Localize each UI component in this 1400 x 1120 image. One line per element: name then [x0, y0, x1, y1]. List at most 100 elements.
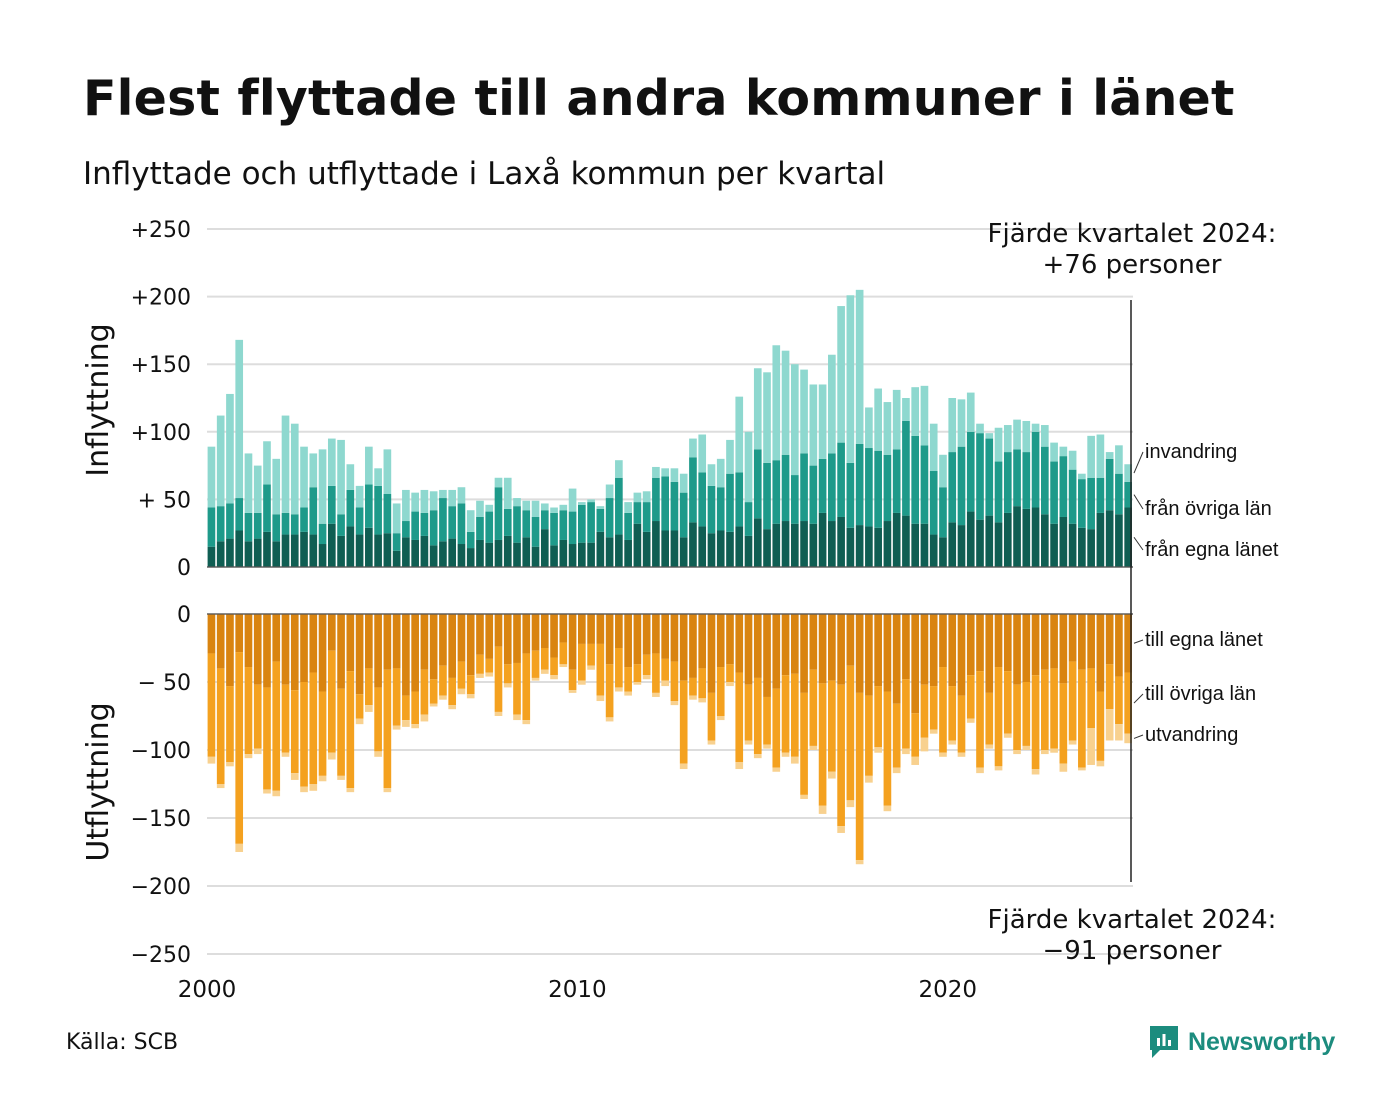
bar-utflyttning-2-63: [790, 756, 799, 764]
bar-utflyttning-0-65: [809, 614, 818, 670]
bar-utflyttning-0-26: [448, 614, 457, 678]
bar-inflyttning-2-91: [1050, 442, 1058, 462]
bar-utflyttning-0-24: [429, 614, 438, 680]
y-tick-label-utflyttning-5: −250: [131, 943, 191, 968]
bar-inflyttning-0-79: [939, 537, 947, 567]
bar-utflyttning-0-48: [652, 614, 660, 654]
x-tick-label-0: 2000: [178, 977, 237, 1003]
bar-inflyttning-1-78: [929, 471, 938, 535]
bar-utflyttning-1-69: [846, 665, 855, 801]
bar-utflyttning-0-71: [865, 614, 873, 696]
bar-utflyttning-1-39: [568, 669, 577, 691]
bar-utflyttning-2-97: [1105, 709, 1114, 741]
bar-utflyttning-1-55: [716, 667, 725, 716]
bar-utflyttning-0-72: [874, 614, 882, 687]
bar-utflyttning-2-85: [994, 766, 1003, 771]
bar-utflyttning-2-89: [1031, 769, 1040, 775]
y-tick-label-inflyttning-0: 0: [177, 556, 191, 581]
bar-utflyttning-1-37: [550, 657, 558, 676]
bar-inflyttning-2-55: [716, 458, 725, 488]
bar-utflyttning-0-38: [559, 614, 568, 643]
bar-inflyttning-2-79: [939, 454, 947, 488]
bar-utflyttning-2-1: [216, 784, 225, 789]
bar-inflyttning-2-9: [290, 423, 299, 515]
bar-inflyttning-1-9: [290, 514, 299, 535]
bar-utflyttning-1-1: [216, 668, 225, 784]
bar-inflyttning-1-37: [550, 512, 558, 546]
bar-utflyttning-1-35: [531, 650, 540, 678]
bar-inflyttning-1-15: [346, 489, 355, 527]
bar-utflyttning-2-49: [661, 680, 669, 687]
bar-inflyttning-1-34: [522, 510, 531, 538]
chart-subtitle: Inflyttade och utflyttade i Laxå kommun …: [83, 156, 886, 192]
bar-inflyttning-0-91: [1050, 523, 1058, 567]
bar-inflyttning-0-12: [318, 544, 327, 567]
bar-inflyttning-2-11: [309, 453, 318, 488]
bar-inflyttning-0-64: [800, 521, 808, 567]
series-label-inflyttning-1: från övriga län: [1145, 498, 1272, 520]
bar-utflyttning-1-77: [920, 684, 929, 738]
bar-utflyttning-0-18: [374, 614, 382, 688]
bar-utflyttning-2-71: [865, 775, 873, 783]
bar-utflyttning-0-82: [966, 614, 975, 676]
bar-utflyttning-1-8: [281, 684, 290, 753]
bar-inflyttning-0-34: [522, 537, 531, 567]
bar-inflyttning-1-46: [633, 502, 642, 524]
bar-inflyttning-0-10: [300, 531, 308, 567]
bar-inflyttning-2-36: [540, 503, 549, 511]
bar-inflyttning-2-7: [272, 458, 281, 515]
bar-utflyttning-1-23: [420, 669, 429, 715]
logo-icon: [1150, 1026, 1178, 1058]
bar-inflyttning-2-3: [235, 339, 244, 499]
bar-utflyttning-0-29: [476, 614, 484, 655]
bar-utflyttning-2-99: [1124, 733, 1132, 744]
bar-utflyttning-2-93: [1068, 740, 1077, 745]
bar-inflyttning-2-15: [346, 464, 355, 490]
bar-utflyttning-0-88: [1022, 614, 1031, 682]
bar-inflyttning-2-67: [828, 354, 836, 454]
bar-utflyttning-1-90: [1041, 669, 1049, 750]
bar-inflyttning-2-20: [392, 503, 401, 534]
bar-inflyttning-0-28: [466, 548, 475, 567]
y-tick-label-utflyttning-4: −200: [131, 875, 191, 900]
bar-utflyttning-0-92: [1059, 614, 1068, 684]
bar-utflyttning-2-6: [263, 789, 271, 794]
bar-utflyttning-0-91: [1050, 614, 1058, 669]
bar-inflyttning-1-70: [855, 443, 864, 526]
bar-utflyttning-2-41: [587, 665, 595, 670]
bar-inflyttning-1-26: [448, 506, 457, 539]
bar-utflyttning-0-10: [300, 614, 308, 682]
bar-inflyttning-0-2: [226, 538, 234, 567]
bar-inflyttning-0-98: [1115, 514, 1123, 567]
bar-utflyttning-1-47: [642, 654, 651, 676]
bar-utflyttning-1-3: [235, 652, 244, 844]
bar-inflyttning-1-18: [374, 485, 382, 535]
bar-utflyttning-2-46: [633, 682, 642, 685]
bar-utflyttning-0-77: [920, 614, 929, 685]
bar-inflyttning-1-10: [300, 507, 308, 532]
bar-inflyttning-0-66: [818, 512, 827, 567]
bar-inflyttning-1-5: [253, 512, 262, 539]
bar-inflyttning-1-30: [485, 511, 494, 543]
bar-utflyttning-1-32: [503, 664, 512, 684]
bar-utflyttning-1-9: [290, 690, 299, 774]
bar-utflyttning-0-5: [253, 614, 262, 685]
bar-utflyttning-0-39: [568, 614, 577, 670]
bar-utflyttning-1-41: [587, 643, 595, 666]
bar-inflyttning-2-43: [605, 484, 614, 499]
bar-utflyttning-0-98: [1115, 614, 1123, 677]
bar-inflyttning-2-54: [707, 464, 716, 486]
bar-utflyttning-1-58: [744, 684, 753, 741]
bar-utflyttning-0-20: [392, 614, 401, 669]
bar-inflyttning-1-93: [1068, 469, 1077, 524]
bar-utflyttning-1-29: [476, 654, 484, 674]
bar-utflyttning-0-60: [763, 614, 771, 697]
bar-inflyttning-0-45: [624, 539, 632, 567]
bar-inflyttning-0-21: [402, 537, 410, 567]
series-label-utflyttning-1: till övriga län: [1145, 683, 1256, 705]
bar-utflyttning-1-4: [244, 667, 253, 755]
bar-utflyttning-1-79: [939, 667, 947, 753]
bar-inflyttning-2-81: [957, 399, 966, 447]
bar-inflyttning-0-65: [809, 523, 818, 567]
bar-inflyttning-1-97: [1105, 458, 1114, 511]
